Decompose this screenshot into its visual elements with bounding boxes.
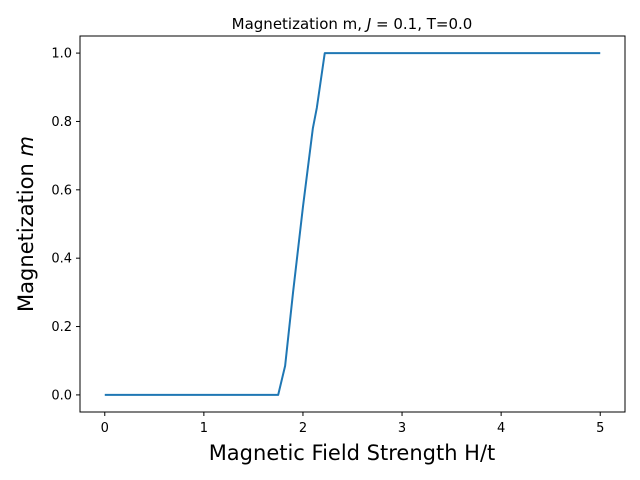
y-tick-label: 0.2 — [51, 320, 72, 335]
x-axis-label: Magnetic Field Strength H/t — [209, 441, 496, 465]
title-part-italic-j: J — [364, 15, 371, 33]
x-tick-label: 1 — [200, 421, 208, 436]
title-part-2: = 0.1, T=0.0 — [371, 15, 472, 33]
y-axis-ticks: 0.0 0.2 0.4 0.6 0.8 1.0 — [51, 47, 80, 403]
chart-title: Magnetization m, J = 0.1, T=0.0 — [232, 15, 473, 33]
x-tick-label: 5 — [596, 421, 604, 436]
axes-frame — [79, 35, 626, 413]
y-axis-label-text: Magnetization — [14, 157, 38, 312]
y-axis-label-italic-m: m — [14, 136, 38, 156]
y-axis-label: Magnetization m — [14, 136, 38, 312]
x-tick-label: 2 — [299, 421, 307, 436]
x-axis-ticks: 0 1 2 3 4 5 — [101, 412, 604, 436]
x-tick-label: 4 — [497, 421, 505, 436]
series-layer — [104, 52, 601, 396]
y-tick-label: 0.8 — [51, 115, 72, 130]
y-tick-label: 1.0 — [51, 47, 72, 62]
title-part-1: Magnetization m, — [232, 15, 367, 33]
y-tick-label: 0.4 — [51, 252, 72, 267]
series-line — [104, 52, 601, 396]
y-tick-label: 0.6 — [51, 183, 72, 198]
x-tick-label: 3 — [398, 421, 406, 436]
chart-title-text: Magnetization m, J = 0.1, T=0.0 — [232, 15, 473, 33]
x-tick-label: 0 — [101, 421, 109, 436]
y-tick-label: 0.0 — [51, 388, 72, 403]
